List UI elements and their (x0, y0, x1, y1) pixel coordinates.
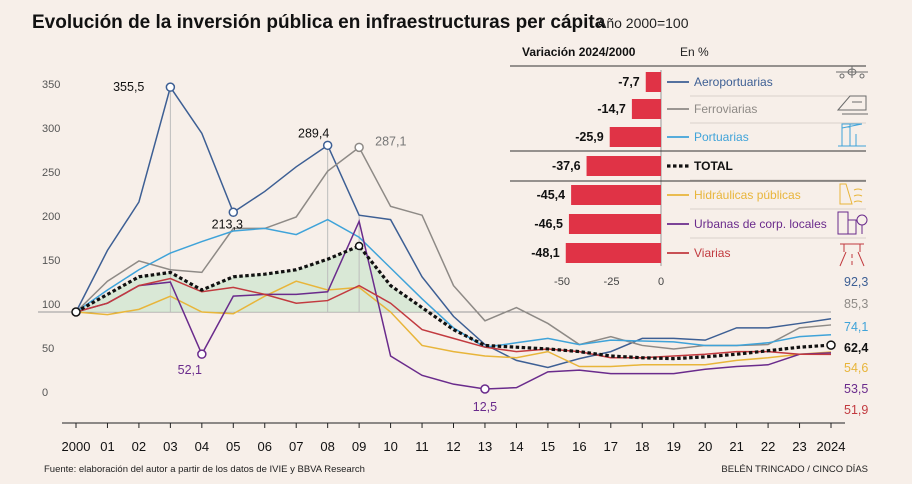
y-tick-label: 50 (42, 343, 54, 355)
inset-category-label: Hidráulicas públicas (694, 188, 801, 202)
annotation-label: 287,1 (375, 134, 406, 148)
peak-marker-total (354, 241, 364, 251)
source-note: Fuente: elaboración del autor a partir d… (44, 464, 365, 475)
x-tick-label: 22 (761, 439, 775, 454)
inset-bar-value: -45,4 (537, 188, 566, 202)
inset-category-label: Urbanas de corp. locales (694, 217, 827, 231)
dam-icon (839, 183, 863, 205)
series-line-2 (75, 218, 832, 348)
x-tick-label: 13 (478, 439, 492, 454)
x-tick-label: 18 (635, 439, 649, 454)
annotation-marker (480, 384, 490, 394)
annotation-label: 52,1 (178, 363, 202, 377)
credit-note: BELÉN TRINCADO / CINCO DÍAS (721, 464, 868, 475)
plane-icon (836, 66, 868, 79)
inset-bar-value: -14,7 (597, 102, 626, 116)
end-label: 62,4 (844, 341, 868, 355)
inset-bar (631, 99, 661, 119)
y-tick-label: 250 (42, 167, 60, 179)
x-tick-label: 10 (383, 439, 397, 454)
end-label: 85,3 (844, 297, 868, 311)
end-marker-total (826, 340, 836, 350)
y-tick-label: 150 (42, 255, 60, 267)
annotation-label: 213,3 (212, 217, 243, 231)
end-label: 92,3 (844, 275, 868, 289)
y-tick-label: 350 (42, 79, 60, 91)
start-marker (71, 307, 81, 317)
inset-bar (645, 72, 661, 92)
y-tick-label: 200 (42, 211, 60, 223)
port-crane-icon (838, 123, 866, 147)
end-label: 51,9 (844, 403, 868, 417)
series-line-total (75, 244, 832, 361)
annotation-label: 289,4 (298, 126, 329, 140)
inset-bar-value: -46,5 (534, 217, 563, 231)
x-tick-label: 2024 (817, 439, 846, 454)
end-label: 53,5 (844, 382, 868, 396)
inset-category-label: Portuarias (694, 130, 749, 144)
x-tick-label: 23 (792, 439, 806, 454)
inset-bar (568, 214, 661, 234)
x-tick-label: 17 (604, 439, 618, 454)
chart-title: Evolución de la inversión pública en inf… (32, 12, 606, 33)
inset-bar (586, 156, 661, 176)
x-tick-label: 2000 (62, 439, 91, 454)
buildings-icon (837, 211, 868, 235)
series-line-4 (75, 280, 832, 368)
annotation-marker (165, 82, 176, 92)
y-tick-label: 0 (42, 387, 48, 399)
x-tick-label: 14 (509, 439, 523, 454)
inset-bar (571, 185, 661, 205)
inset-bar-value: -7,7 (618, 75, 640, 89)
inset-unit: En % (680, 45, 709, 59)
x-tick-label: 19 (666, 439, 680, 454)
chart-subtitle: Año 2000=100 (597, 15, 689, 31)
annotation-marker (322, 140, 333, 151)
x-tick-label: 12 (446, 439, 460, 454)
x-tick-label: 11 (415, 439, 429, 454)
annotation-marker (228, 207, 239, 218)
series-line-0 (75, 85, 832, 369)
x-tick-label: 21 (729, 439, 743, 454)
x-tick-label: 20 (698, 439, 712, 454)
inset-bar (565, 243, 661, 263)
inset-bar-value: -25,9 (575, 130, 604, 144)
road-icon (839, 243, 865, 267)
x-tick-label: 04 (195, 439, 209, 454)
x-tick-label: 03 (163, 439, 177, 454)
inset-x-tick-label: -50 (554, 276, 570, 288)
x-tick-label: 16 (572, 439, 586, 454)
end-label: 74,1 (844, 320, 868, 334)
inset-category-label: Ferroviarias (694, 102, 757, 116)
x-tick-label: 02 (132, 439, 146, 454)
annotation-marker (354, 142, 364, 153)
inset-category-label: TOTAL (694, 159, 733, 173)
train-icon (836, 95, 868, 115)
x-tick-label: 15 (541, 439, 555, 454)
inset-x-tick-label: -25 (604, 276, 620, 288)
x-tick-label: 06 (258, 439, 272, 454)
x-tick-label: 01 (100, 439, 114, 454)
annotation-label: 355,5 (113, 80, 144, 94)
inset-bar-value: -48,1 (531, 246, 560, 260)
annotation-label: 12,5 (473, 400, 497, 414)
x-tick-label: 09 (352, 439, 366, 454)
inset-category-label: Viarias (694, 246, 730, 260)
inset-title: Variación 2024/2000 (522, 45, 636, 59)
x-tick-label: 05 (226, 439, 240, 454)
y-tick-label: 100 (42, 299, 60, 311)
annotation-marker (197, 349, 207, 359)
x-tick-label: 07 (289, 439, 303, 454)
end-label: 54,6 (844, 361, 868, 375)
y-tick-label: 300 (42, 123, 60, 135)
inset-bar-value: -37,6 (552, 159, 581, 173)
total-above-baseline-area (76, 246, 429, 312)
inset-x-tick-label: 0 (658, 276, 664, 288)
inset-category-label: Aeroportuarias (694, 75, 773, 89)
x-tick-label: 08 (320, 439, 334, 454)
inset-bar (609, 127, 661, 147)
series-line-6 (75, 277, 832, 359)
